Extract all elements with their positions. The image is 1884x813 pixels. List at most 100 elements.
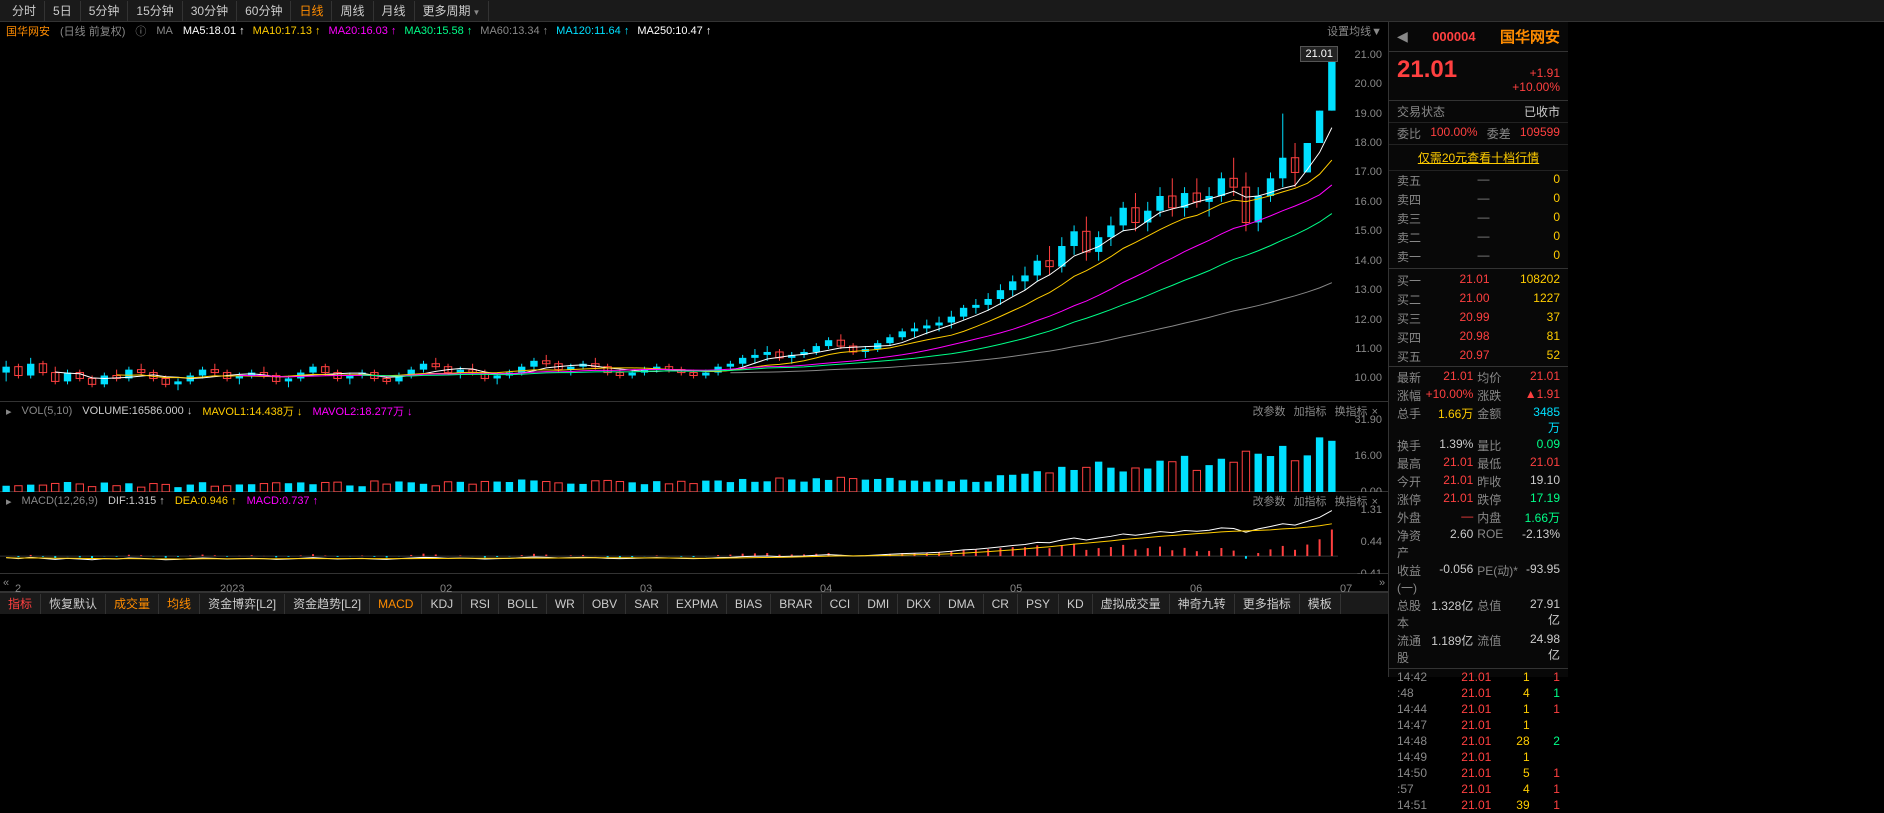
indicator-tab-指标[interactable]: 指标 <box>0 594 41 614</box>
ma-item: MA20:16.03 ↑ <box>329 25 397 37</box>
macd-action[interactable]: 加指标 <box>1294 496 1327 508</box>
ask-row: 卖三—0 <box>1389 209 1568 228</box>
tick-row: 14:4821.01282 <box>1389 733 1568 749</box>
indicator-tab-BRAR[interactable]: BRAR <box>771 594 821 614</box>
period-tab-0[interactable]: 分时 <box>4 1 45 21</box>
time-tick: 02 <box>440 583 452 595</box>
tick-row: 14:4721.011 <box>1389 717 1568 733</box>
bid-row: 买五20.9752 <box>1389 347 1568 366</box>
ma-item: MA120:11.64 ↑ <box>556 25 629 37</box>
indicator-tab-KDJ[interactable]: KDJ <box>422 594 462 614</box>
indicator-tab-RSI[interactable]: RSI <box>462 594 499 614</box>
indicator-tab-SAR[interactable]: SAR <box>626 594 668 614</box>
period-tab-1[interactable]: 5日 <box>45 1 81 21</box>
macd-action[interactable]: 改参数 <box>1253 496 1286 508</box>
weibi-row: 委比 100.00% 委差 109599 <box>1389 123 1568 145</box>
time-tick: 03 <box>640 583 652 595</box>
period-tab-6[interactable]: 日线 <box>291 1 332 21</box>
scroll-right-button[interactable]: » <box>1376 574 1388 591</box>
vol-action[interactable]: 改参数 <box>1253 406 1286 418</box>
indicator-tab-BOLL[interactable]: BOLL <box>499 594 547 614</box>
macd-legend-label: MACD(12,26,9) <box>22 495 98 507</box>
vol-action[interactable]: 加指标 <box>1294 406 1327 418</box>
period-tab-4[interactable]: 30分钟 <box>183 1 237 21</box>
info-icon[interactable]: ⓘ <box>135 23 146 39</box>
status-label: 交易状态 <box>1397 103 1445 120</box>
vol-ma1: MAVOL1:14.438万 ↓ <box>202 403 302 419</box>
quote-grid: 最新21.01均价21.01涨幅+10.00%涨跌▲1.91总手1.66万金额3… <box>1389 366 1568 669</box>
macd-dif: DIF:1.315 ↑ <box>108 495 165 507</box>
right-panel: ◀ 000004 国华网安 21.01 +1.91 +10.00% 交易状态 已… <box>1388 22 1568 677</box>
indicator-tab-WR[interactable]: WR <box>547 594 584 614</box>
indicator-tab-DMA[interactable]: DMA <box>940 594 984 614</box>
indicator-tab-更多指标[interactable]: 更多指标 <box>1235 594 1300 614</box>
indicator-tab-KD[interactable]: KD <box>1059 594 1093 614</box>
macd-chart[interactable]: 1.310.44-0.41 <box>0 510 1388 574</box>
ask-row: 卖五—0 <box>1389 171 1568 190</box>
macd-yaxis: 1.310.44-0.41 <box>1338 510 1388 573</box>
price-change-pct: +10.00% <box>1512 80 1560 94</box>
ma-item: MA5:18.01 ↑ <box>183 25 245 37</box>
vol-legend-label: VOL(5,10) <box>22 405 73 417</box>
ma-item: MA250:10.47 ↑ <box>637 25 711 37</box>
indicator-tab-MACD[interactable]: MACD <box>370 594 422 614</box>
bid-row: 买四20.9881 <box>1389 328 1568 347</box>
period-tab-2[interactable]: 5分钟 <box>81 1 129 21</box>
price-chart[interactable]: 21.0020.0019.0018.0017.0016.0015.0014.00… <box>0 40 1388 402</box>
weicha-value: 109599 <box>1520 125 1560 142</box>
period-tab-9[interactable]: 更多周期 <box>415 1 490 21</box>
last-price-tag: 21.01 <box>1300 46 1338 62</box>
indicator-tab-BIAS[interactable]: BIAS <box>727 594 771 614</box>
ask-row: 卖二—0 <box>1389 228 1568 247</box>
indicator-tab-神奇九转[interactable]: 神奇九转 <box>1170 594 1235 614</box>
weibi-label: 委比 <box>1397 125 1421 142</box>
ma-settings-link[interactable]: 设置均线▼ <box>1327 26 1382 38</box>
volume-yaxis: 31.9016.000.00 <box>1338 420 1388 491</box>
indicator-tab-均线[interactable]: 均线 <box>159 594 200 614</box>
indicator-tab-DMI[interactable]: DMI <box>859 594 898 614</box>
indicator-tab-模板[interactable]: 模板 <box>1300 594 1341 614</box>
top-toolbar: 分时5日5分钟15分钟30分钟60分钟日线周线月线更多周期 ＋ － 复权叠加筹码… <box>0 0 1884 22</box>
indicator-tab-PSY[interactable]: PSY <box>1018 594 1059 614</box>
indicator-tab-资金趋势[L2][interactable]: 资金趋势[L2] <box>285 594 370 614</box>
period-tabs: 分时5日5分钟15分钟30分钟60分钟日线周线月线更多周期 <box>4 0 1880 21</box>
weibi-value: 100.00% <box>1430 125 1477 142</box>
upgrade-link[interactable]: 仅需20元查看十档行情 <box>1418 151 1539 165</box>
tick-row: 14:4221.0111 <box>1389 669 1568 685</box>
volume-legend-bar: ▸ VOL(5,10) VOLUME:16586.000 ↓ MAVOL1:14… <box>0 402 1388 420</box>
indicator-tab-EXPMA[interactable]: EXPMA <box>668 594 727 614</box>
upgrade-link-row: 仅需20元查看十档行情 <box>1389 145 1568 171</box>
indicator-tab-成交量[interactable]: 成交量 <box>106 594 159 614</box>
vol-ma2: MAVOL2:18.277万 ↓ <box>312 403 412 419</box>
indicator-tab-OBV[interactable]: OBV <box>584 594 626 614</box>
tick-row: :5721.0141 <box>1389 781 1568 797</box>
period-tab-5[interactable]: 60分钟 <box>237 1 291 21</box>
expand-icon[interactable]: ▸ <box>6 495 12 508</box>
scroll-left-button[interactable]: « <box>0 574 12 591</box>
indicator-tab-资金博弈[L2][interactable]: 资金博弈[L2] <box>200 594 285 614</box>
indicator-tab-虚拟成交量[interactable]: 虚拟成交量 <box>1093 594 1170 614</box>
ma-label: MA <box>156 25 173 37</box>
macd-macd: MACD:0.737 ↑ <box>247 495 319 507</box>
ma-values: MA5:18.01 ↑MA10:17.13 ↑MA20:16.03 ↑MA30:… <box>183 25 711 37</box>
time-tick: 06 <box>1190 583 1202 595</box>
indicator-tab-CCI[interactable]: CCI <box>822 594 860 614</box>
period-tab-3[interactable]: 15分钟 <box>128 1 182 21</box>
stock-subtitle: (日线 前复权) <box>60 23 125 39</box>
ma-item: MA10:17.13 ↑ <box>253 25 321 37</box>
ma-legend-bar: 国华网安 (日线 前复权) ⓘ MA MA5:18.01 ↑MA10:17.13… <box>0 22 1388 40</box>
macd-legend-bar: ▸ MACD(12,26,9) DIF:1.315 ↑ DEA:0.946 ↑ … <box>0 492 1388 510</box>
period-tab-8[interactable]: 月线 <box>374 1 415 21</box>
collapse-panel-icon[interactable]: ◀ <box>1397 28 1408 45</box>
indicator-tab-恢复默认[interactable]: 恢复默认 <box>41 594 106 614</box>
tick-row: 14:4421.0111 <box>1389 701 1568 717</box>
stock-name[interactable]: 国华网安 <box>1500 26 1560 47</box>
period-tab-7[interactable]: 周线 <box>332 1 373 21</box>
expand-icon[interactable]: ▸ <box>6 405 12 418</box>
orderbook: 卖五—0卖四—0卖三—0卖二—0卖一—0买一21.01108202买二21.00… <box>1389 171 1568 366</box>
volume-chart[interactable]: 31.9016.000.00 <box>0 420 1388 492</box>
time-tick: 2 <box>15 583 21 595</box>
stock-header: ◀ 000004 国华网安 <box>1389 22 1568 52</box>
indicator-tab-CR[interactable]: CR <box>984 594 1018 614</box>
indicator-tab-DKX[interactable]: DKX <box>898 594 940 614</box>
